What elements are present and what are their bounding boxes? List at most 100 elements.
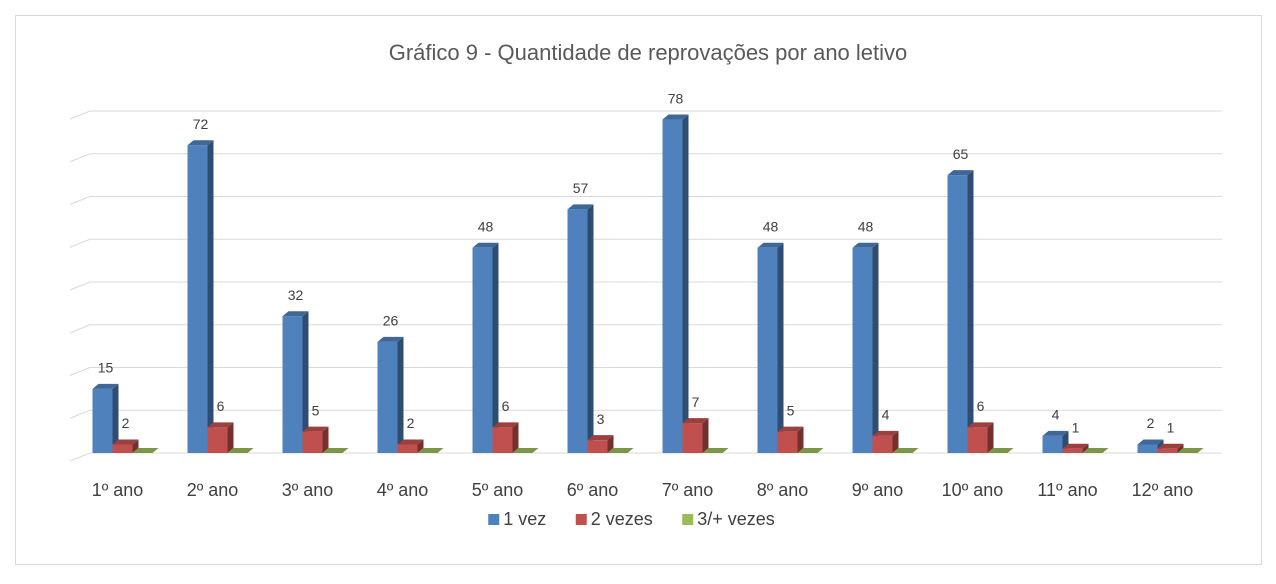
bar [662, 114, 689, 454]
bar [512, 448, 539, 453]
bar-top [187, 140, 214, 146]
bar-front [302, 431, 323, 453]
bar-top [987, 448, 1014, 453]
bar-top [1157, 443, 1184, 449]
tick-mark [69, 281, 91, 291]
data-label: 32 [288, 287, 304, 303]
bar [967, 422, 994, 453]
bar-top [112, 439, 139, 445]
bar [777, 426, 804, 453]
bar-side [492, 242, 499, 453]
bar [207, 422, 234, 453]
bar-top [322, 448, 349, 453]
bar [797, 448, 824, 453]
bar-side [322, 426, 329, 453]
bar [187, 140, 214, 453]
bar-side [512, 422, 519, 453]
data-label: 6 [217, 398, 225, 414]
bar [607, 448, 634, 453]
data-label: 48 [478, 219, 494, 235]
bar [132, 448, 159, 453]
x-tick-label: 8º ano [757, 480, 809, 500]
x-tick-label: 3º ano [282, 480, 334, 500]
bar-top [947, 170, 974, 176]
data-label: 2 [122, 415, 130, 431]
data-label: 7 [692, 394, 700, 410]
bar-top [852, 242, 879, 248]
bar-front [1137, 444, 1158, 453]
tick-mark [69, 367, 91, 376]
bar-side [587, 204, 594, 453]
legend-swatch [488, 514, 500, 525]
x-tick-label: 9º ano [852, 480, 904, 500]
bar-side [397, 336, 404, 453]
bar-side [227, 422, 234, 453]
bar-top [282, 311, 309, 317]
bar-front [92, 388, 113, 453]
bar [112, 439, 139, 453]
bar [757, 242, 784, 453]
bar [1082, 448, 1109, 453]
bar-front [852, 247, 873, 453]
bar-front [472, 247, 493, 453]
data-label: 15 [98, 360, 114, 376]
bar-front [1157, 448, 1178, 453]
bar-front [587, 440, 608, 453]
bar-side [1177, 443, 1184, 453]
bar-top [1137, 439, 1164, 445]
x-tick-label: 1º ano [92, 480, 144, 500]
data-label: 78 [668, 90, 684, 106]
bar [567, 204, 594, 453]
bar-top [377, 336, 404, 342]
bar [92, 383, 119, 453]
tick-mark [69, 324, 91, 334]
x-tick-label: 12º ano [1132, 480, 1194, 500]
tick-mark [69, 196, 91, 205]
bar-top [227, 448, 254, 453]
bar-top [302, 426, 329, 432]
bar-side [302, 311, 309, 453]
data-label: 4 [1052, 407, 1060, 423]
data-label: 2 [407, 415, 415, 431]
bar-top [397, 439, 424, 445]
x-tick-label: 2º ano [187, 480, 239, 500]
bar-top [512, 448, 539, 453]
bar-front [187, 145, 208, 453]
bar [682, 418, 709, 453]
tick-mark [69, 153, 91, 163]
bar-top [207, 422, 234, 428]
bar-top [872, 430, 899, 436]
legend-label: 3/+ vezes [697, 509, 775, 529]
bar-front [757, 247, 778, 453]
bar [587, 435, 614, 453]
bar-side [682, 114, 689, 454]
bar [417, 448, 444, 453]
data-label: 48 [763, 219, 779, 235]
bar [227, 448, 254, 453]
bar-side [892, 430, 899, 453]
bar-side [132, 439, 139, 453]
bar-side [702, 418, 709, 453]
bar [702, 448, 729, 453]
bar-side [797, 426, 804, 453]
bar-top [417, 448, 444, 453]
tick-mark [69, 452, 91, 462]
data-label: 48 [858, 219, 874, 235]
bar-top [132, 448, 159, 453]
x-tick-label: 7º ano [662, 480, 714, 500]
bar-front [567, 209, 588, 453]
bar-side [872, 242, 879, 453]
bar [492, 422, 519, 453]
bar-front [397, 444, 418, 453]
bar-front [682, 423, 703, 453]
bar-side [112, 383, 119, 453]
bar-side [777, 242, 784, 453]
bar-side [987, 422, 994, 453]
bar-front [207, 427, 228, 453]
bar-front [662, 119, 683, 454]
bar-top [967, 422, 994, 428]
data-label: 5 [312, 402, 320, 418]
bar [377, 336, 404, 453]
bar-front [282, 316, 303, 453]
